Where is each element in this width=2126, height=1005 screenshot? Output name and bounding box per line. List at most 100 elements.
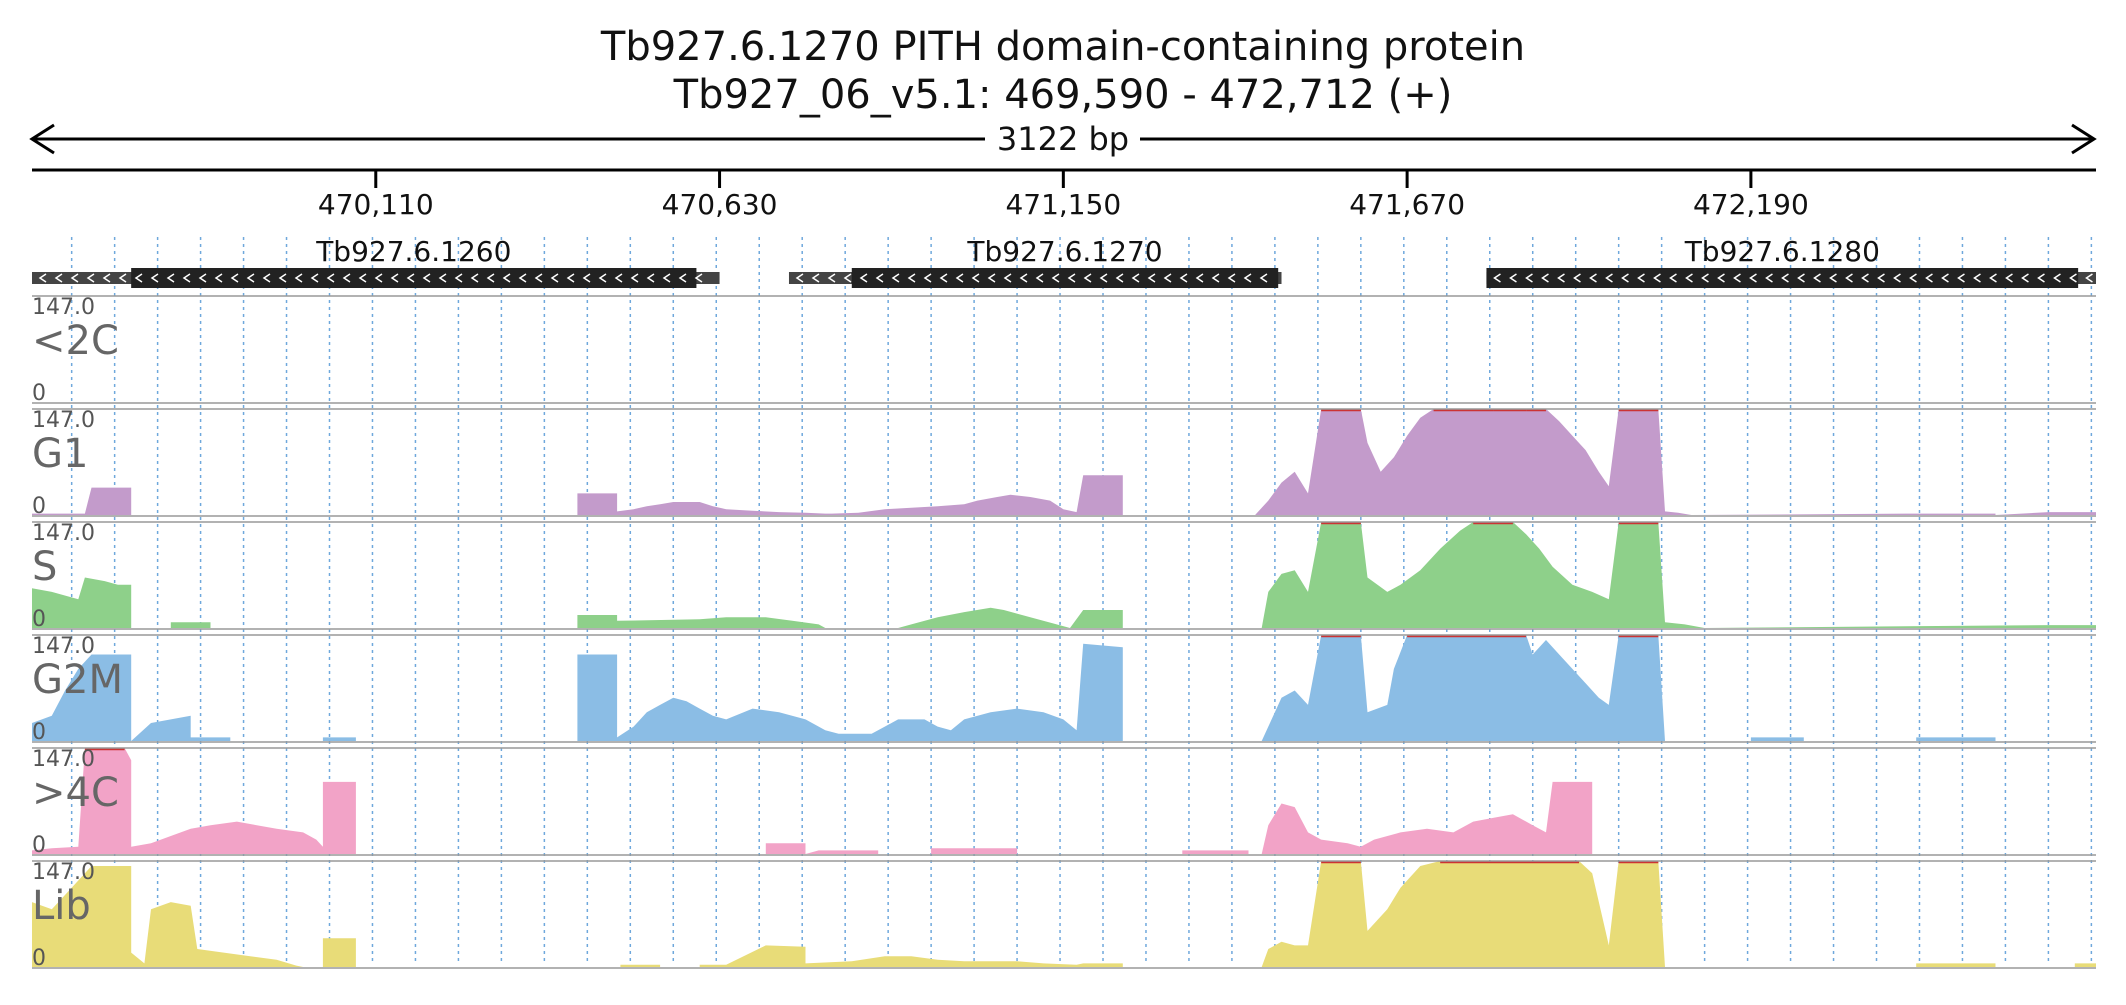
track-name: G1 [32, 431, 88, 477]
strand-chevron [1211, 273, 1220, 283]
strand-chevron [1877, 273, 1885, 283]
strand-chevron [2053, 273, 2061, 283]
strand-chevron [630, 273, 639, 283]
track-max-label: 147.0 [32, 295, 95, 320]
coverage-tracks: 147.00<2C147.00G1147.00S147.00G2M147.00>… [32, 295, 2096, 971]
strand-chevron [1227, 273, 1236, 283]
strand-chevron [54, 273, 63, 283]
strand-chevron [646, 273, 655, 283]
track-min-label: 0 [32, 381, 46, 406]
strand-chevron [502, 273, 511, 283]
strand-chevron [843, 273, 852, 283]
strand-chevron [182, 273, 191, 283]
strand-chevron [518, 273, 527, 283]
strand-chevron [310, 273, 319, 283]
coverage-track: 147.0 0 S [32, 521, 2096, 632]
coverage-area [32, 635, 1996, 741]
strand-chevron [198, 273, 207, 283]
strand-chevron [827, 273, 836, 283]
strand-chevron [1909, 273, 1917, 283]
strand-chevron [422, 273, 431, 283]
strand-chevron [2069, 273, 2077, 283]
strand-chevron [1557, 273, 1565, 283]
strand-chevron [1637, 273, 1645, 283]
strand-chevron [326, 273, 335, 283]
strand-chevron [662, 273, 671, 283]
strand-chevron [470, 273, 479, 283]
strand-chevron [1701, 273, 1709, 283]
strand-chevron [1115, 273, 1124, 283]
strand-chevron [1509, 273, 1517, 283]
coordinate-ticks: 470,110 470,630 471,150 471,670 472,190 [318, 170, 1809, 221]
strand-chevron [1893, 273, 1901, 283]
strand-chevron [438, 273, 447, 283]
track-name: >4C [32, 770, 119, 816]
strand-chevron [1845, 273, 1853, 283]
strand-chevron [1573, 273, 1581, 283]
strand-chevron [486, 273, 495, 283]
strand-chevron [2005, 273, 2013, 283]
strand-chevron [1685, 273, 1693, 283]
strand-chevron [1243, 273, 1252, 283]
chart-title: Tb927.6.1270 PITH domain-containing prot… [600, 24, 1525, 70]
strand-chevron [70, 273, 79, 283]
strand-chevron [102, 273, 111, 283]
strand-chevron [1259, 273, 1268, 283]
gene-label: Tb927.6.1270 [966, 235, 1162, 268]
strand-chevron [406, 273, 415, 283]
strand-chevron [38, 273, 47, 283]
strand-chevron [1525, 273, 1533, 283]
strand-chevron [1781, 273, 1789, 283]
strand-chevron [1195, 273, 1204, 283]
coverage-track: 147.0 0 Lib [32, 860, 2096, 971]
strand-chevron [971, 273, 980, 283]
strand-chevron [454, 273, 463, 283]
strand-chevron [1147, 273, 1156, 283]
strand-chevron [1589, 273, 1597, 283]
gene-cds-bar [131, 268, 697, 288]
strand-chevron [1717, 273, 1725, 283]
track-max-label: 147.0 [32, 860, 95, 885]
strand-chevron [1829, 273, 1837, 283]
gene-track: Tb927.6.1260 Tb927.6.1270 Tb927.6.1280 [32, 235, 2096, 288]
span-arrow: 3122 bp [29, 120, 2097, 158]
strand-chevron [294, 273, 303, 283]
coverage-track: 147.0 0 G1 [32, 408, 2096, 519]
chart-subtitle: Tb927_06_v5.1: 469,590 - 472,712 (+) [673, 72, 1453, 118]
track-min-label: 0 [32, 720, 46, 745]
coverage-area [32, 861, 2096, 967]
track-name: Lib [32, 883, 91, 929]
strand-chevron [875, 273, 884, 283]
tick-label: 471,670 [1349, 188, 1465, 221]
span-arrow-left-head [29, 123, 55, 155]
strand-chevron [390, 273, 399, 283]
coverage-area [32, 409, 2096, 515]
strand-chevron [598, 273, 607, 283]
strand-chevron [86, 273, 95, 283]
track-name: <2C [32, 318, 119, 364]
strand-chevron [1925, 273, 1933, 283]
strand-chevron [1083, 273, 1092, 283]
strand-chevron [907, 273, 916, 283]
strand-chevron [358, 273, 367, 283]
strand-chevron [955, 273, 964, 283]
span-length-label: 3122 bp [997, 120, 1129, 158]
strand-chevron [1099, 273, 1108, 283]
strand-chevron [939, 273, 948, 283]
track-min-label: 0 [32, 946, 46, 971]
coverage-area [32, 748, 1593, 854]
strand-chevron [246, 273, 255, 283]
track-min-label: 0 [32, 607, 46, 632]
strand-chevron [811, 273, 820, 283]
strand-chevron [1973, 273, 1981, 283]
tick-label: 472,190 [1693, 188, 1809, 221]
strand-chevron [795, 273, 804, 283]
strand-chevron [1131, 273, 1140, 283]
strand-chevron [1813, 273, 1821, 283]
strand-chevron [1493, 273, 1501, 283]
coverage-track: 147.0 0 <2C [32, 295, 2096, 406]
strand-chevron [1653, 273, 1661, 283]
strand-chevron [230, 273, 239, 283]
strand-chevron [1067, 273, 1076, 283]
